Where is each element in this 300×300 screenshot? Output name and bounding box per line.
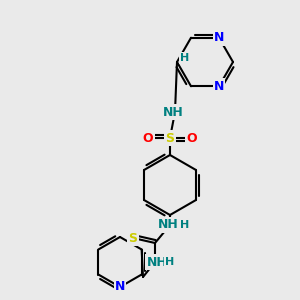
Text: N: N (214, 80, 224, 93)
Text: NH: NH (158, 218, 178, 232)
Text: O: O (187, 131, 197, 145)
Text: N: N (115, 280, 125, 293)
Text: H: H (180, 220, 190, 230)
Text: H: H (180, 53, 190, 63)
Text: NH: NH (163, 106, 183, 118)
Text: S: S (128, 232, 137, 244)
Text: O: O (143, 131, 153, 145)
Text: S: S (166, 131, 175, 145)
Text: NH: NH (147, 256, 167, 268)
Text: H: H (165, 257, 175, 267)
Text: N: N (214, 31, 224, 44)
